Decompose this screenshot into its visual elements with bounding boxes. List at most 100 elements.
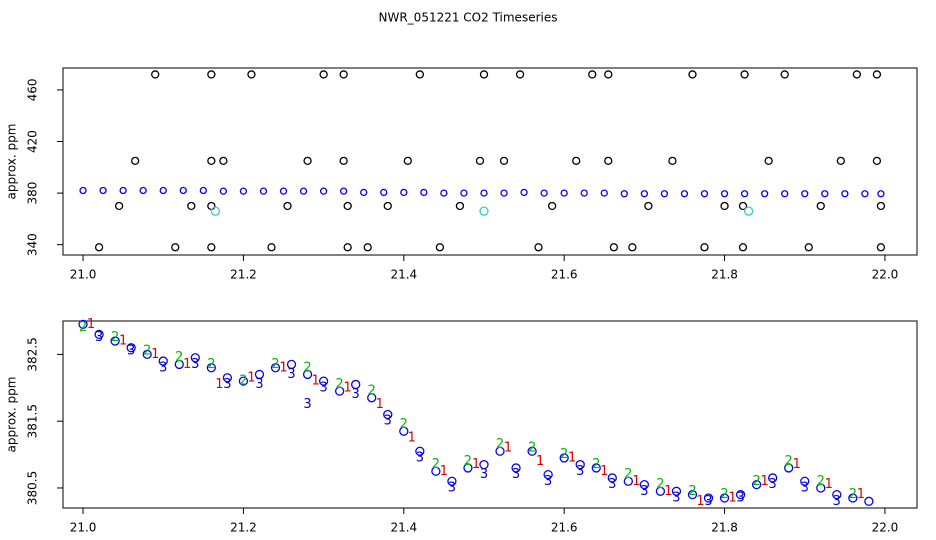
point: [872, 70, 882, 79]
point: [190, 353, 200, 363]
x-tick-label: 22.0: [872, 521, 899, 535]
point-label: 3: [833, 494, 841, 509]
chart-title: NWR_051221 CO2 Timeseries: [379, 11, 558, 25]
point-label: 3: [544, 474, 552, 489]
point: [804, 243, 813, 252]
point: [580, 189, 588, 197]
point: [515, 70, 525, 79]
point-label: 3: [191, 357, 199, 372]
point: [447, 476, 457, 486]
point: [279, 187, 288, 195]
point: [363, 243, 372, 252]
point: [751, 479, 762, 490]
point: [559, 453, 569, 463]
point: [547, 201, 557, 211]
x-tick-label: 22.0: [872, 268, 899, 282]
point: [876, 201, 886, 211]
point-label: 1: [664, 484, 672, 499]
point-label: 1: [472, 457, 480, 472]
point: [588, 70, 597, 79]
point: [207, 70, 216, 79]
point-label: 1: [311, 374, 319, 389]
y-axis-label: approx. ppm: [5, 124, 19, 200]
point-label: 1: [857, 487, 865, 502]
point: [219, 187, 228, 195]
point: [207, 201, 216, 211]
point-label: 2: [720, 487, 728, 502]
point: [876, 243, 886, 252]
point: [688, 70, 697, 79]
point-label: 3: [704, 494, 712, 509]
point: [520, 188, 528, 197]
point: [738, 201, 748, 211]
point-label: 3: [352, 387, 360, 402]
point: [644, 201, 653, 211]
point-label: 1: [504, 440, 512, 455]
point-label: 1: [376, 397, 384, 412]
point-label: 3: [255, 377, 263, 392]
point: [174, 359, 184, 370]
point: [500, 189, 508, 197]
point-label: 3: [303, 397, 311, 412]
point: [383, 409, 393, 420]
point: [360, 188, 368, 197]
point: [780, 70, 789, 79]
point: [620, 190, 628, 198]
point: [131, 156, 140, 166]
point-label: 3: [801, 480, 809, 495]
point: [740, 70, 749, 79]
point-label: 1: [761, 474, 769, 489]
point: [79, 186, 87, 195]
point: [872, 156, 882, 166]
point: [668, 156, 677, 166]
x-tick-label: 21.0: [70, 268, 97, 282]
point-label: 2: [207, 357, 215, 372]
point: [640, 190, 649, 198]
point: [864, 496, 874, 506]
point-label: 2: [560, 447, 568, 462]
point-label: 3: [127, 344, 135, 359]
point: [455, 201, 465, 211]
point: [800, 476, 810, 486]
point: [680, 190, 689, 198]
point: [179, 186, 187, 195]
point: [540, 189, 548, 197]
y-tick-label: 460: [26, 78, 40, 101]
point: [600, 189, 608, 197]
point: [764, 156, 773, 166]
x-tick-label: 21.6: [551, 521, 578, 535]
point: [460, 189, 468, 197]
point: [286, 359, 297, 370]
point-label: 2: [849, 487, 857, 502]
point: [861, 190, 869, 198]
point: [703, 493, 714, 503]
point: [383, 201, 392, 211]
y-tick-label: 380: [26, 182, 40, 205]
point: [319, 70, 328, 79]
y-tick-label: 381.5: [26, 404, 40, 438]
point-label: 3: [416, 450, 424, 465]
point-label: 3: [159, 360, 167, 375]
point-label: 1: [793, 457, 801, 472]
point: [343, 201, 352, 211]
point: [119, 186, 127, 195]
point-label: 2: [817, 474, 825, 489]
point: [247, 70, 256, 79]
x-tick-label: 21.8: [711, 521, 738, 535]
point: [511, 463, 521, 473]
point: [351, 379, 361, 390]
x-tick-label: 21.0: [70, 521, 97, 535]
point: [480, 189, 488, 197]
point: [700, 190, 709, 198]
point: [319, 187, 328, 195]
point: [114, 201, 124, 211]
point: [302, 369, 313, 380]
point-label: 2: [496, 437, 504, 452]
point: [720, 190, 729, 198]
point-label: 1: [247, 370, 255, 385]
point-label: 3: [640, 484, 648, 499]
point: [527, 446, 537, 456]
plot-frame: [62, 320, 918, 509]
x-tick-label: 21.8: [711, 268, 738, 282]
x-tick-label: 21.2: [230, 268, 257, 282]
